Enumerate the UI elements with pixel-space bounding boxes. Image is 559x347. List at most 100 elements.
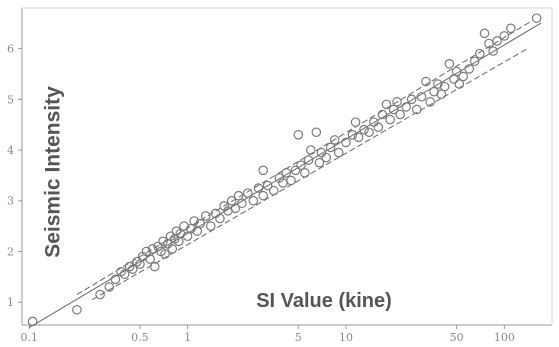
data-point	[104, 282, 115, 292]
regression-lines	[28, 20, 542, 328]
data-point	[141, 246, 152, 257]
data-point	[474, 48, 485, 59]
data-point	[258, 190, 268, 201]
confidence-line	[92, 48, 528, 301]
y-tick-label: 5	[7, 93, 14, 106]
data-point	[27, 316, 38, 327]
data-point	[158, 236, 168, 247]
data-point	[469, 56, 480, 67]
data-point	[147, 244, 158, 254]
data-point	[195, 218, 205, 229]
data-point	[145, 254, 155, 264]
data-point	[454, 79, 465, 89]
x-ticks: 0.1 0.5 1 5 10 50 100	[20, 325, 515, 344]
data-point	[395, 109, 405, 120]
data-point	[416, 91, 427, 102]
data-point	[253, 183, 264, 193]
y-tick-label: 1	[7, 296, 14, 309]
data-point	[281, 168, 292, 178]
data-point	[377, 109, 388, 120]
data-point	[226, 195, 237, 206]
data-point	[179, 221, 189, 231]
data-point	[258, 165, 268, 176]
data-point	[451, 66, 462, 77]
data-point	[499, 31, 510, 41]
data-point	[373, 122, 384, 132]
data-point	[149, 261, 160, 272]
data-point	[303, 155, 314, 165]
y-tick-label: 4	[7, 144, 14, 157]
data-point	[200, 211, 211, 221]
data-point	[119, 269, 130, 280]
data-point	[364, 127, 374, 138]
data-point	[353, 132, 364, 143]
y-tick-label: 2	[7, 245, 14, 258]
data-point	[262, 180, 273, 191]
x-tick-label: 5	[295, 331, 302, 344]
data-point	[286, 175, 296, 186]
data-point	[110, 274, 121, 285]
data-point	[215, 213, 225, 224]
data-point	[311, 127, 322, 138]
data-point	[392, 97, 402, 107]
y-tick-label: 6	[7, 43, 14, 56]
data-point	[243, 188, 253, 198]
data-point	[385, 114, 395, 125]
data-point	[421, 76, 431, 87]
data-point	[341, 137, 351, 148]
data-point	[359, 124, 369, 135]
data-point	[160, 249, 170, 259]
data-point	[296, 160, 306, 171]
axes	[21, 7, 553, 326]
data-point	[444, 58, 455, 69]
data-point	[124, 261, 135, 272]
x-axis-title: SI Value (kine)	[256, 290, 392, 312]
data-point	[432, 79, 443, 89]
data-point	[316, 147, 327, 158]
data-point	[406, 94, 417, 105]
x-tick-label: 10	[339, 331, 353, 344]
data-point	[439, 81, 450, 92]
x-tick-label: 0.5	[131, 331, 149, 344]
data-point	[248, 195, 259, 206]
data-point	[411, 104, 422, 115]
data-point	[531, 13, 542, 23]
data-point	[458, 71, 469, 82]
x-tick-label: 50	[450, 331, 464, 344]
data-point	[153, 241, 163, 252]
data-point	[268, 185, 279, 196]
data-point	[274, 173, 285, 183]
data-point	[333, 147, 344, 158]
data-point	[488, 46, 498, 56]
data-point	[237, 198, 247, 209]
data-point	[325, 142, 336, 153]
data-point	[95, 289, 105, 300]
data-point	[329, 135, 340, 145]
data-point	[127, 264, 138, 275]
x-tick-label: 100	[494, 331, 515, 344]
data-point	[314, 157, 325, 168]
data-point	[347, 130, 358, 140]
data-points	[27, 13, 542, 327]
data-point	[306, 145, 316, 155]
data-point	[464, 64, 474, 74]
data-point	[350, 117, 361, 127]
data-point	[321, 152, 331, 163]
data-point	[425, 97, 435, 107]
data-point	[506, 23, 516, 34]
regression-line	[28, 22, 542, 328]
x-tick-label: 1	[184, 331, 191, 344]
data-point	[401, 102, 411, 112]
y-axis-title: Seismic Intensity	[42, 86, 65, 258]
data-point	[479, 28, 490, 39]
data-point	[167, 244, 178, 254]
y-tick-label: 3	[7, 195, 14, 208]
data-point	[132, 256, 142, 267]
x-tick-label: 0.1	[20, 331, 38, 344]
data-point	[205, 221, 216, 231]
data-point	[72, 304, 82, 315]
data-point	[381, 99, 392, 110]
data-point	[230, 203, 241, 214]
data-point	[293, 130, 304, 140]
